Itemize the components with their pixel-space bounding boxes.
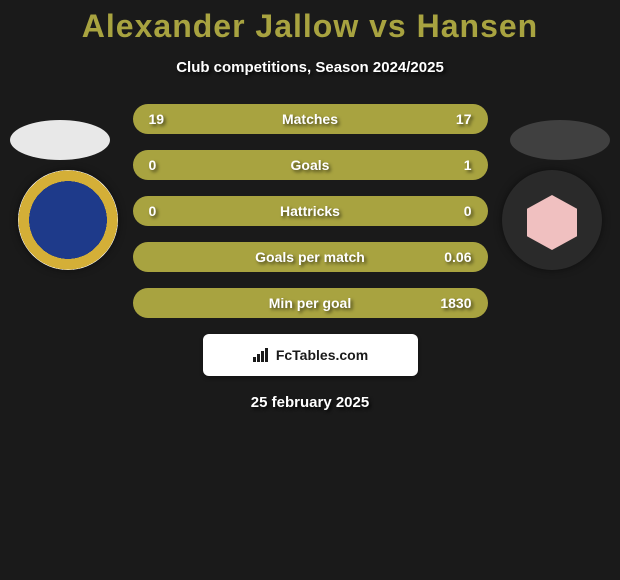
stats-panel: 19 Matches 17 0 Goals 1 0 Hattricks 0 Go…: [133, 104, 488, 318]
stat-label: Min per goal: [269, 295, 351, 311]
site-name: FcTables.com: [276, 347, 368, 363]
stat-left-value: 0: [149, 203, 189, 219]
player-badge-right: [510, 120, 610, 160]
stat-row-min-per-goal: Min per goal 1830: [133, 288, 488, 318]
stat-right-value: 17: [432, 111, 472, 127]
barchart-icon: [252, 348, 270, 362]
comparison-title: Alexander Jallow vs Hansen: [0, 8, 620, 45]
stat-label: Goals: [291, 157, 330, 173]
stat-label: Goals per match: [255, 249, 365, 265]
site-attribution-badge: FcTables.com: [203, 334, 418, 376]
comparison-subtitle: Club competitions, Season 2024/2025: [0, 59, 620, 76]
club-crest-left: [18, 170, 118, 270]
stat-label: Matches: [282, 111, 338, 127]
stat-right-value: 1: [432, 157, 472, 173]
stat-right-value: 0.06: [432, 249, 472, 265]
comparison-infographic: Alexander Jallow vs Hansen Club competit…: [0, 0, 620, 580]
stat-left-value: 19: [149, 111, 189, 127]
stat-row-goals-per-match: Goals per match 0.06: [133, 242, 488, 272]
stat-right-value: 1830: [432, 295, 472, 311]
stat-row-hattricks: 0 Hattricks 0: [133, 196, 488, 226]
stat-right-value: 0: [432, 203, 472, 219]
stat-row-goals: 0 Goals 1: [133, 150, 488, 180]
stat-left-value: 0: [149, 157, 189, 173]
club-crest-right: [502, 170, 602, 270]
player-badge-left: [10, 120, 110, 160]
comparison-date: 25 february 2025: [0, 394, 620, 411]
stat-row-matches: 19 Matches 17: [133, 104, 488, 134]
stat-label: Hattricks: [280, 203, 340, 219]
